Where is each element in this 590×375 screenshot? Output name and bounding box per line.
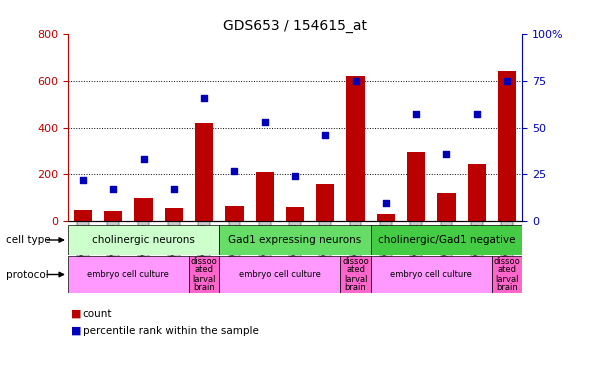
Text: ■: ■ <box>71 326 81 336</box>
Bar <box>437 193 455 221</box>
Point <box>381 200 391 206</box>
Point <box>472 111 481 117</box>
Bar <box>74 210 92 221</box>
Bar <box>104 211 122 221</box>
Point <box>139 156 148 162</box>
Text: embryo cell culture: embryo cell culture <box>239 270 321 279</box>
Point <box>442 151 451 157</box>
Bar <box>219 225 371 255</box>
Point <box>78 177 88 183</box>
Point <box>411 111 421 117</box>
Bar <box>68 225 219 255</box>
Text: Gad1 expressing neurons: Gad1 expressing neurons <box>228 235 362 245</box>
Bar <box>219 256 340 293</box>
Point <box>230 168 239 174</box>
Text: embryo cell culture: embryo cell culture <box>87 270 169 279</box>
Bar <box>68 256 189 293</box>
Bar <box>371 256 492 293</box>
Bar <box>346 76 365 221</box>
Text: dissoo
ated
larval
brain: dissoo ated larval brain <box>191 256 218 292</box>
Text: cholinergic neurons: cholinergic neurons <box>92 235 195 245</box>
Bar <box>468 164 486 221</box>
Bar <box>371 225 522 255</box>
Text: cholinergic/Gad1 negative: cholinergic/Gad1 negative <box>378 235 515 245</box>
Text: percentile rank within the sample: percentile rank within the sample <box>83 326 258 336</box>
Bar <box>195 123 213 221</box>
Point <box>199 94 209 100</box>
Point <box>351 78 360 84</box>
Text: cell type: cell type <box>6 235 51 245</box>
Title: GDS653 / 154615_at: GDS653 / 154615_at <box>223 19 367 33</box>
Bar <box>189 256 219 293</box>
Bar <box>316 184 335 221</box>
Point <box>109 186 118 192</box>
Bar <box>165 209 183 221</box>
Point <box>320 132 330 138</box>
Bar <box>340 256 371 293</box>
Bar <box>498 71 516 221</box>
Point <box>169 186 179 192</box>
Point <box>260 119 270 125</box>
Bar <box>377 214 395 221</box>
Bar <box>135 198 153 221</box>
Bar <box>286 207 304 221</box>
Bar <box>225 206 244 221</box>
Text: dissoo
ated
larval
brain: dissoo ated larval brain <box>342 256 369 292</box>
Text: protocol: protocol <box>6 270 48 279</box>
Point <box>290 173 300 179</box>
Bar <box>407 152 425 221</box>
Text: ■: ■ <box>71 309 81 319</box>
Text: count: count <box>83 309 112 319</box>
Text: dissoo
ated
larval
brain: dissoo ated larval brain <box>494 256 520 292</box>
Text: embryo cell culture: embryo cell culture <box>391 270 472 279</box>
Bar <box>255 172 274 221</box>
Bar <box>492 256 522 293</box>
Point <box>502 78 512 84</box>
